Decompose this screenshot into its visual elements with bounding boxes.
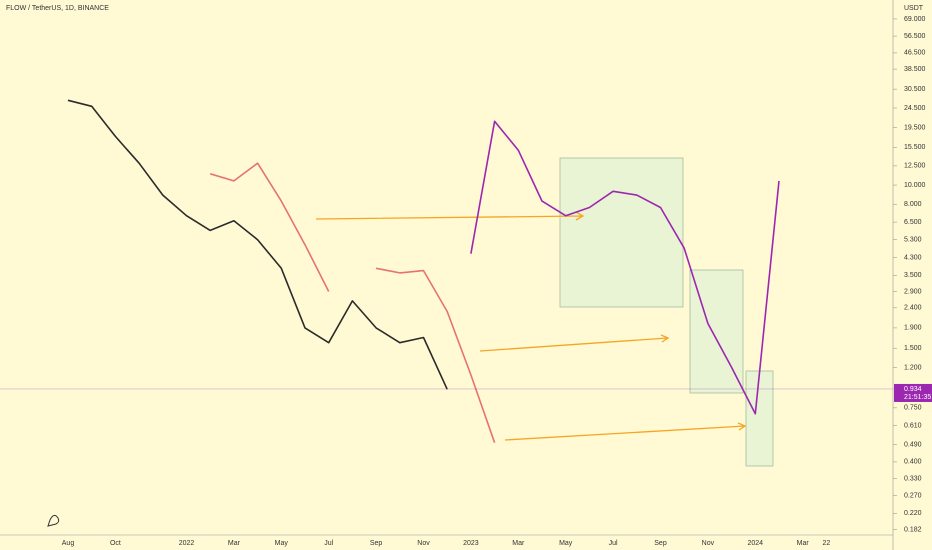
arrow	[479, 334, 670, 352]
price-line	[209, 162, 330, 292]
x-tick-label: Jul	[609, 540, 618, 547]
y-tick-label: 69.000	[904, 16, 926, 23]
y-tick-label: 8.000	[904, 201, 922, 208]
y-tick-label: 4.300	[904, 254, 922, 261]
y-tick-label: 0.220	[904, 510, 922, 517]
x-tick-label: Nov	[417, 540, 430, 547]
y-tick-label: 2.900	[904, 288, 922, 295]
y-tick-label: 24.500	[904, 105, 926, 112]
arrow	[504, 422, 747, 441]
x-tick-label: May	[275, 540, 289, 547]
x-tick-label: Mar	[797, 540, 810, 547]
y-tick-label: 38.500	[904, 66, 926, 73]
y-tick-label: 1.200	[904, 364, 922, 371]
x-tick-label: 22	[823, 540, 831, 547]
y-tick-label: 0.270	[904, 493, 922, 500]
y-tick-label: 0.330	[904, 475, 922, 482]
y-tick-label: 0.750	[904, 405, 922, 412]
x-tick-label: 2024	[748, 540, 764, 547]
y-tick-label: 0.610	[904, 422, 922, 429]
y-tick-label: 6.500	[904, 219, 922, 226]
y-tick-label: 2.400	[904, 305, 922, 312]
y-tick-label: 30.500	[904, 86, 926, 93]
price-unit: USDT	[904, 5, 924, 12]
zone-box	[559, 157, 684, 308]
price-line	[67, 99, 448, 390]
x-tick-label: Nov	[702, 540, 715, 547]
x-tick-label: Sep	[654, 540, 667, 547]
x-tick-label: Jul	[324, 540, 333, 547]
y-tick-label: 15.500	[904, 144, 926, 151]
y-tick-label: 0.182	[904, 526, 922, 533]
y-tick-label: 46.500	[904, 50, 926, 57]
x-tick-label: Sep	[370, 540, 383, 547]
last-price-tag	[894, 383, 932, 402]
x-tick-label: 2023	[463, 540, 479, 547]
x-tick-label: Mar	[228, 540, 241, 547]
y-tick-label: 3.500	[904, 272, 922, 279]
price-line	[470, 120, 780, 415]
y-tick-label: 0.490	[904, 441, 922, 448]
x-tick-label: Oct	[110, 540, 121, 547]
y-tick-label: 1.500	[904, 345, 922, 352]
x-tick-label: May	[559, 540, 573, 547]
x-tick-label: Mar	[512, 540, 525, 547]
zones	[559, 157, 774, 467]
chart-title: FLOW / TetherUS, 1D, BINANCE	[6, 5, 109, 12]
y-tick-label: 1.900	[904, 325, 922, 332]
countdown-label: 21:51:35	[904, 394, 931, 401]
last-price-label: 0.934	[904, 386, 922, 393]
arrows	[315, 211, 747, 441]
zone-box	[745, 370, 774, 467]
price-line	[375, 267, 496, 443]
y-tick-label: 10.000	[904, 182, 926, 189]
y-tick-label: 56.500	[904, 33, 926, 40]
logo	[47, 514, 60, 527]
y-tick-label: 5.300	[904, 237, 922, 244]
x-tick-label: 2022	[179, 540, 195, 547]
arrow	[315, 211, 585, 221]
y-tick-label: 12.500	[904, 163, 926, 170]
y-tick-label: 19.500	[904, 124, 926, 131]
y-tick-label: 0.400	[904, 459, 922, 466]
x-tick-label: Aug	[62, 540, 75, 547]
